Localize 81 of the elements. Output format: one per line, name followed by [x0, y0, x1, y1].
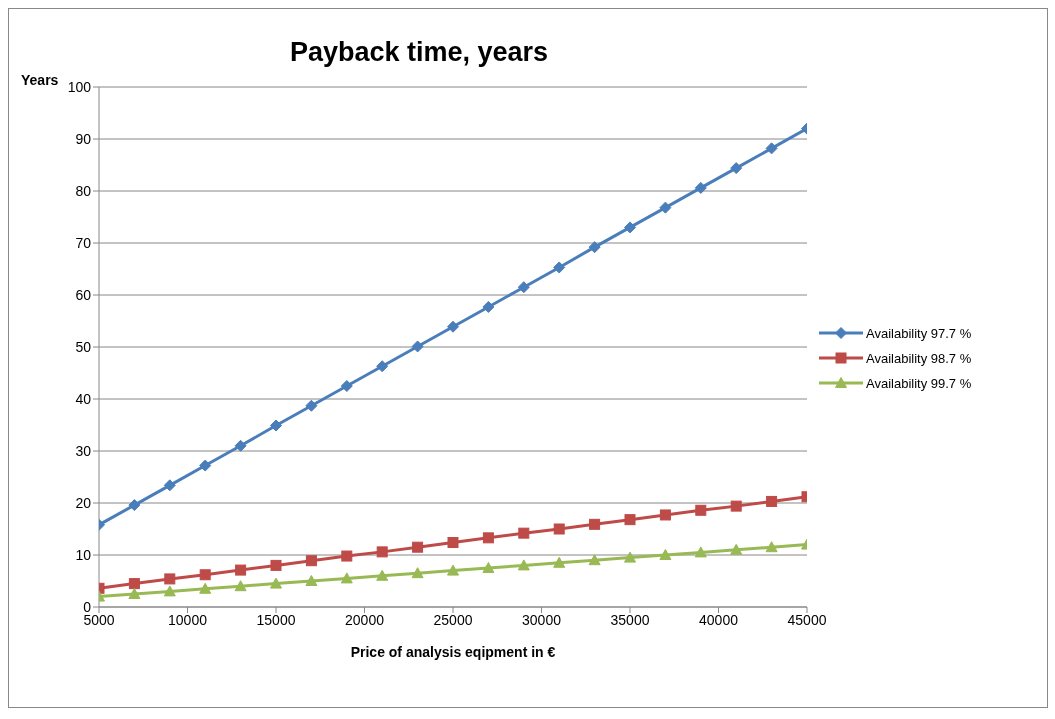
point	[765, 541, 778, 553]
point	[695, 504, 707, 516]
point	[412, 541, 424, 553]
point	[659, 201, 672, 214]
point	[305, 555, 317, 567]
point	[553, 556, 566, 568]
point	[376, 360, 389, 373]
point	[128, 578, 140, 590]
point	[659, 509, 671, 521]
x-axis-title: Price of analysis eqipment in €	[350, 644, 556, 660]
legend-label: Availability 99.7 %	[866, 375, 972, 391]
point	[624, 514, 636, 526]
point	[553, 523, 565, 535]
x-tick-label: 10000	[168, 611, 208, 628]
point	[447, 564, 459, 576]
point	[376, 569, 389, 581]
point	[447, 320, 459, 333]
point	[766, 495, 778, 507]
y-axis-title: Years	[21, 72, 59, 88]
point	[305, 575, 318, 586]
point	[517, 559, 530, 571]
point	[411, 340, 424, 353]
y-tick-label: 70	[75, 234, 92, 251]
point	[482, 532, 494, 544]
point	[730, 162, 743, 175]
y-tick-label: 10	[75, 546, 92, 563]
point	[340, 380, 353, 392]
point	[588, 241, 601, 254]
y-tick-label: 60	[75, 286, 92, 303]
y-tick-label: 20	[75, 494, 92, 511]
point	[694, 546, 707, 558]
point	[163, 479, 176, 492]
x-tick-label: 20000	[345, 611, 385, 628]
point	[234, 439, 247, 452]
y-tick-label: 100	[67, 78, 92, 95]
point	[164, 573, 176, 585]
point	[482, 562, 495, 573]
point	[553, 261, 566, 274]
legend-label: Availability 97.7 %	[866, 325, 972, 341]
point	[694, 181, 707, 194]
point	[730, 543, 743, 555]
point	[589, 518, 601, 530]
x-tick-label: 35000	[610, 611, 650, 628]
point	[270, 577, 282, 589]
x-tick-label: 15000	[256, 611, 296, 628]
y-tick-label: 50	[75, 338, 92, 355]
point	[447, 537, 459, 549]
y-tick-label: 90	[75, 130, 92, 147]
point	[588, 554, 601, 566]
x-tick-label: 30000	[522, 611, 562, 628]
point	[270, 559, 282, 571]
point	[199, 582, 212, 594]
x-tick-label: 40000	[699, 611, 739, 628]
point	[341, 550, 353, 562]
point	[199, 569, 211, 581]
point	[482, 300, 495, 313]
point	[163, 585, 176, 597]
point	[199, 459, 212, 472]
point	[270, 419, 282, 432]
point	[765, 142, 778, 155]
point	[340, 572, 353, 584]
y-tick-label: 30	[75, 442, 92, 459]
chart-title: Payback time, years	[288, 37, 550, 68]
point	[624, 551, 636, 563]
point	[235, 564, 247, 576]
legend-label: Availability 98.7 %	[866, 350, 972, 366]
point	[128, 499, 141, 512]
x-tick-label: 45000	[787, 611, 827, 628]
x-tick-label: 25000	[433, 611, 473, 628]
point	[518, 527, 530, 539]
y-tick-label: 40	[75, 390, 92, 407]
point	[128, 588, 141, 599]
point	[305, 399, 318, 412]
point	[624, 221, 636, 234]
point	[730, 500, 742, 512]
point	[234, 580, 247, 592]
y-tick-label: 80	[75, 182, 92, 199]
point	[517, 281, 530, 294]
point	[376, 546, 388, 558]
point	[411, 567, 424, 579]
point	[659, 549, 672, 560]
